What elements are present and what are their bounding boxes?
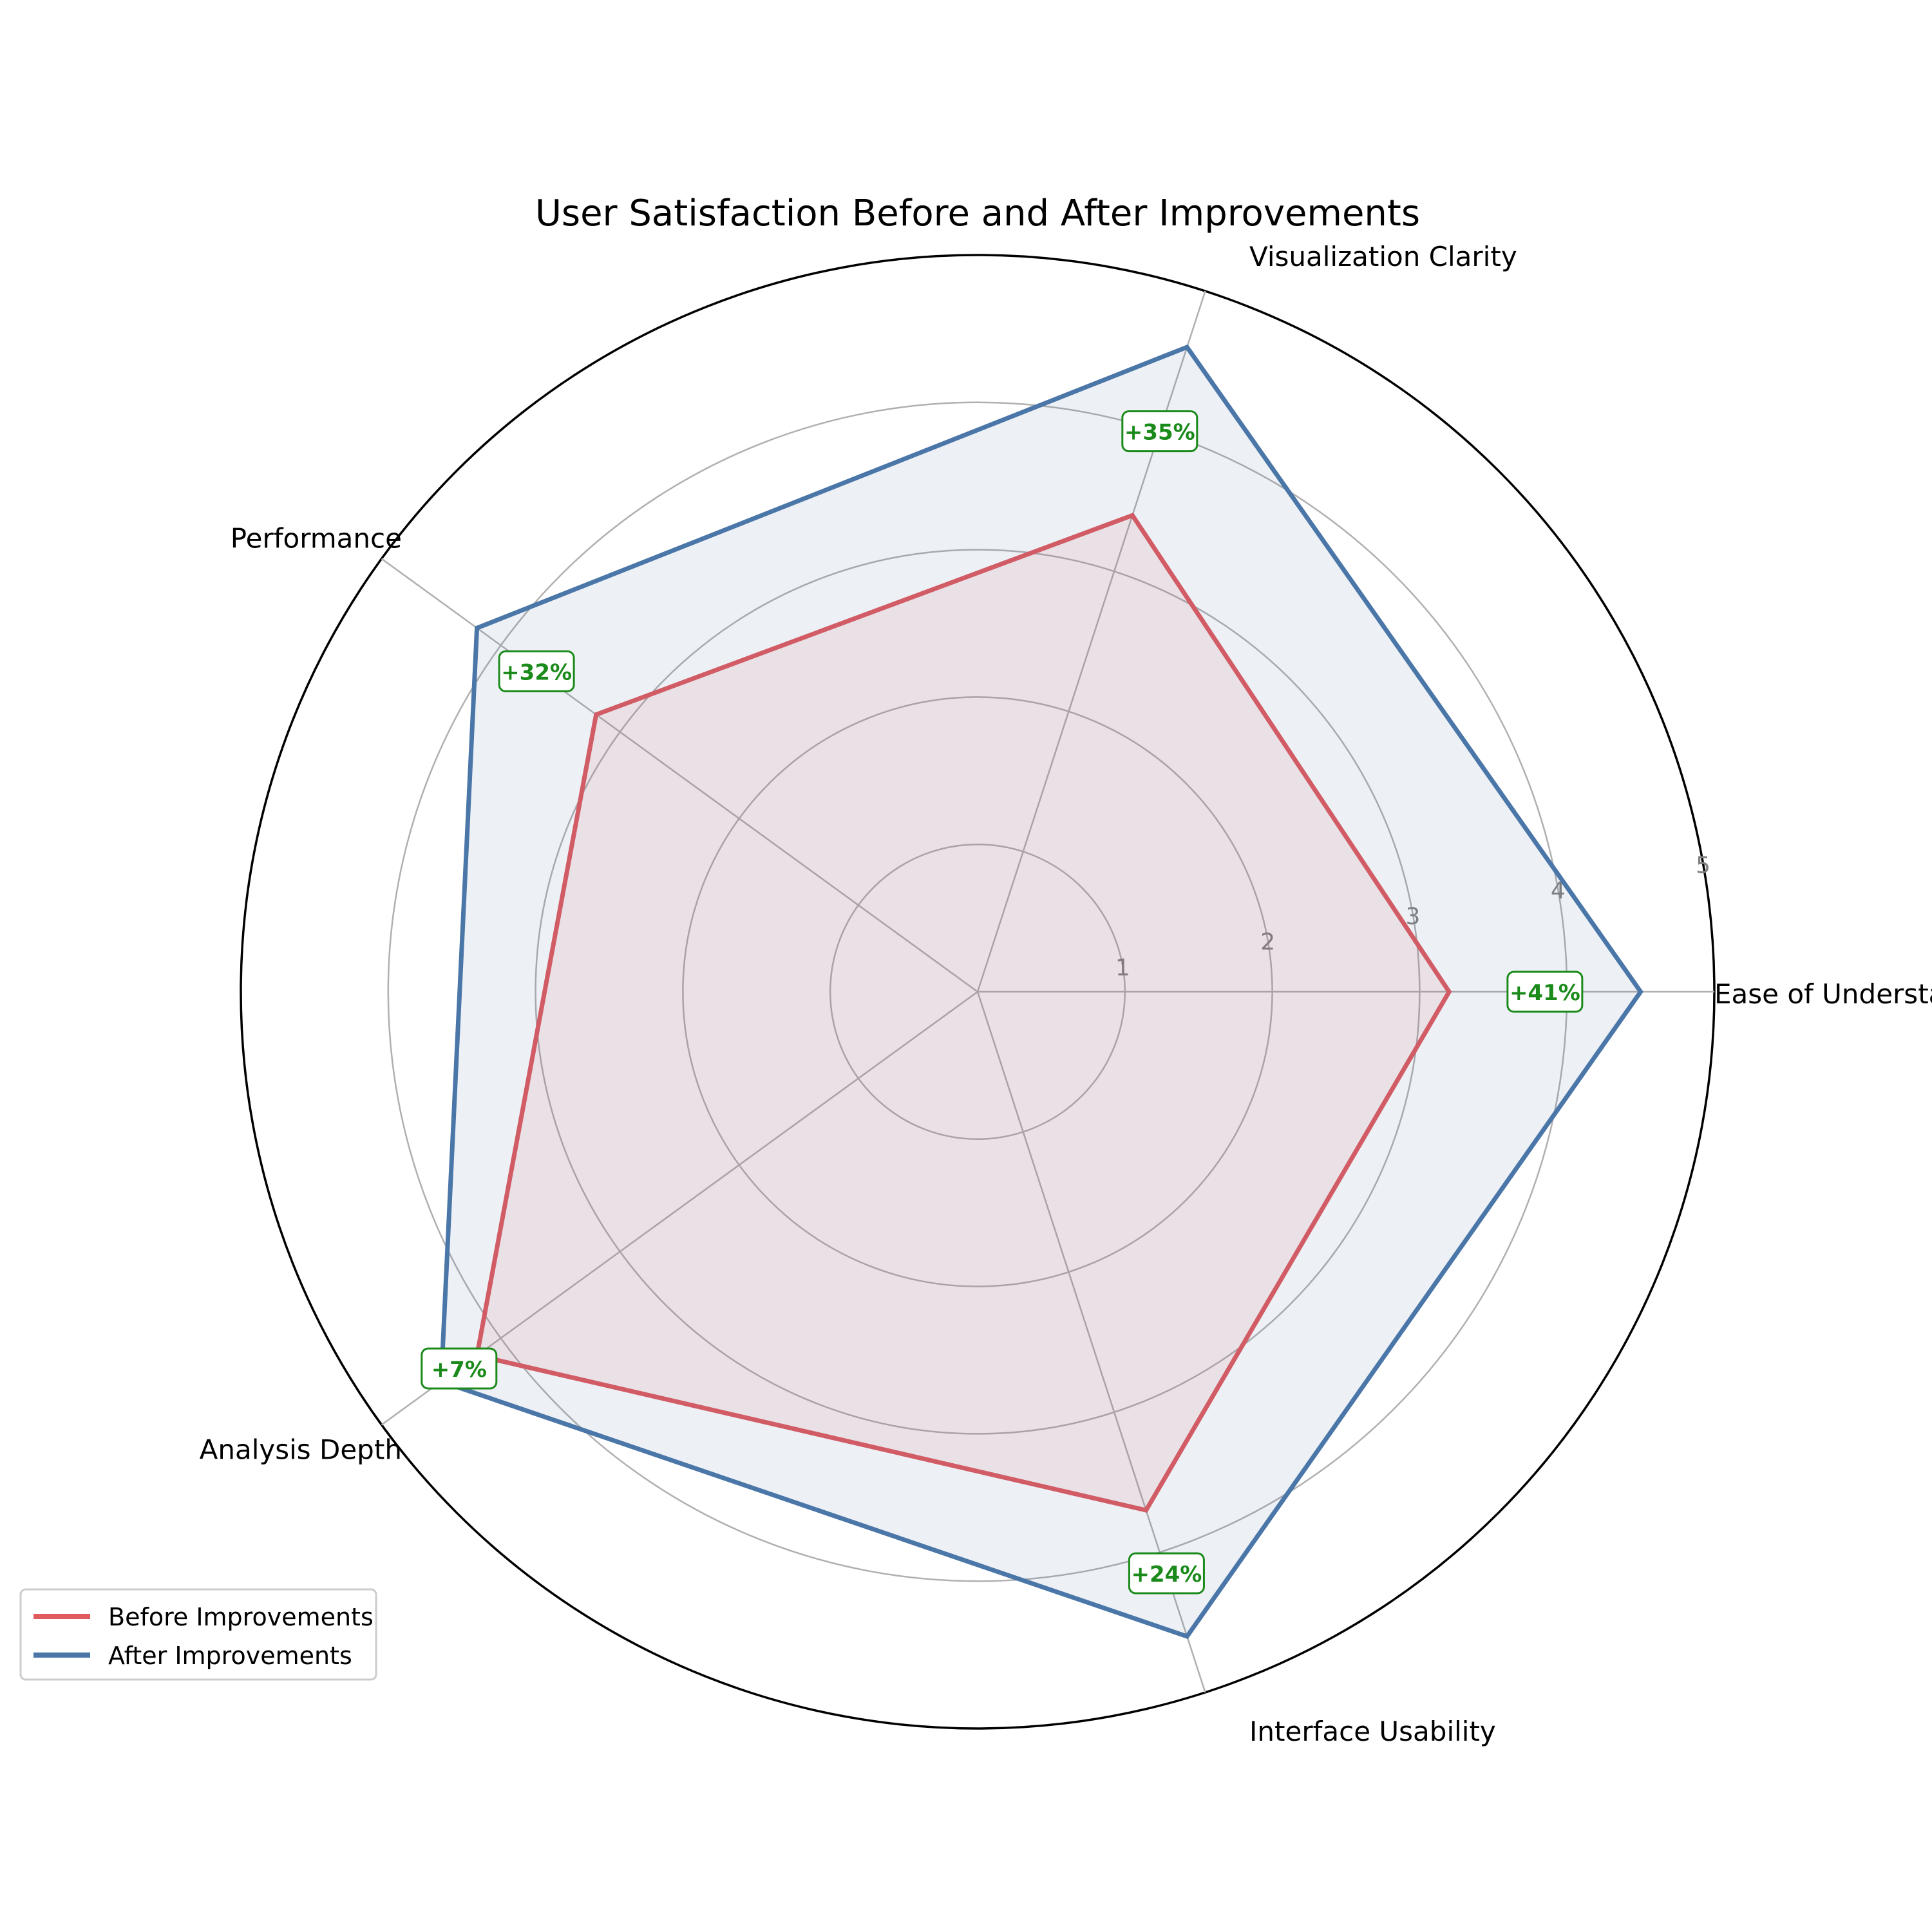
annotation-box-0 (1506, 971, 1584, 1013)
series-line-0 (474, 512, 1452, 1513)
radial-tick-1: 1 (1115, 954, 1130, 981)
series-fill-1 (441, 347, 1641, 1636)
annotation-box-3 (421, 1347, 498, 1390)
annotation-box-4 (1128, 1552, 1205, 1595)
annotation-label-4: +24% (1131, 1562, 1202, 1587)
axis-labels: Ease of Understanding Visualization Clari… (200, 241, 1932, 1747)
series-point-0-1 (1132, 515, 1133, 516)
improvement-annotations: +41% +35% +32% +7% +24% (421, 410, 1584, 1595)
series-point-1-0 (1640, 991, 1642, 992)
annotation-label-1: +35% (1124, 420, 1195, 446)
series-fill-0 (477, 515, 1450, 1511)
series-line-1 (439, 344, 1643, 1640)
category-label-1: Visualization Clarity (1249, 241, 1517, 272)
annotation-box-2 (498, 650, 575, 692)
radial-tick-4: 4 (1551, 878, 1566, 904)
grid-spoke-2 (381, 558, 978, 993)
legend: Before Improvements After Improvements (19, 1588, 377, 1681)
series-point-1-4 (1186, 1635, 1188, 1637)
legend-label-before: Before Improvements (108, 1603, 374, 1631)
grid-spoke-1 (976, 290, 1206, 992)
annotation-label-3: +7% (431, 1357, 487, 1383)
annotation-label-0: +41% (1510, 980, 1580, 1006)
series-point-1-2 (476, 627, 478, 629)
radial-tick-2: 2 (1260, 929, 1275, 956)
series-point-0-2 (595, 714, 597, 715)
category-label-3: Analysis Depth (200, 1434, 402, 1466)
category-label-2: Performance (231, 522, 402, 554)
radial-tick-3: 3 (1406, 904, 1421, 930)
annotation-box-1 (1121, 410, 1198, 453)
series-point-0-4 (1145, 1510, 1147, 1511)
category-label-0: Ease of Understanding (1714, 978, 1932, 1010)
legend-frame (19, 1588, 377, 1681)
radial-tick-5: 5 (1696, 852, 1710, 878)
series-point-1-1 (1186, 346, 1188, 348)
radar-series (439, 344, 1643, 1640)
category-label-4: Interface Usability (1249, 1716, 1496, 1747)
annotation-label-2: +32% (501, 659, 572, 685)
legend-label-after: After Improvements (108, 1642, 352, 1670)
chart-title: User Satisfaction Before and After Impro… (535, 193, 1420, 234)
series-point-0-0 (1448, 991, 1450, 992)
